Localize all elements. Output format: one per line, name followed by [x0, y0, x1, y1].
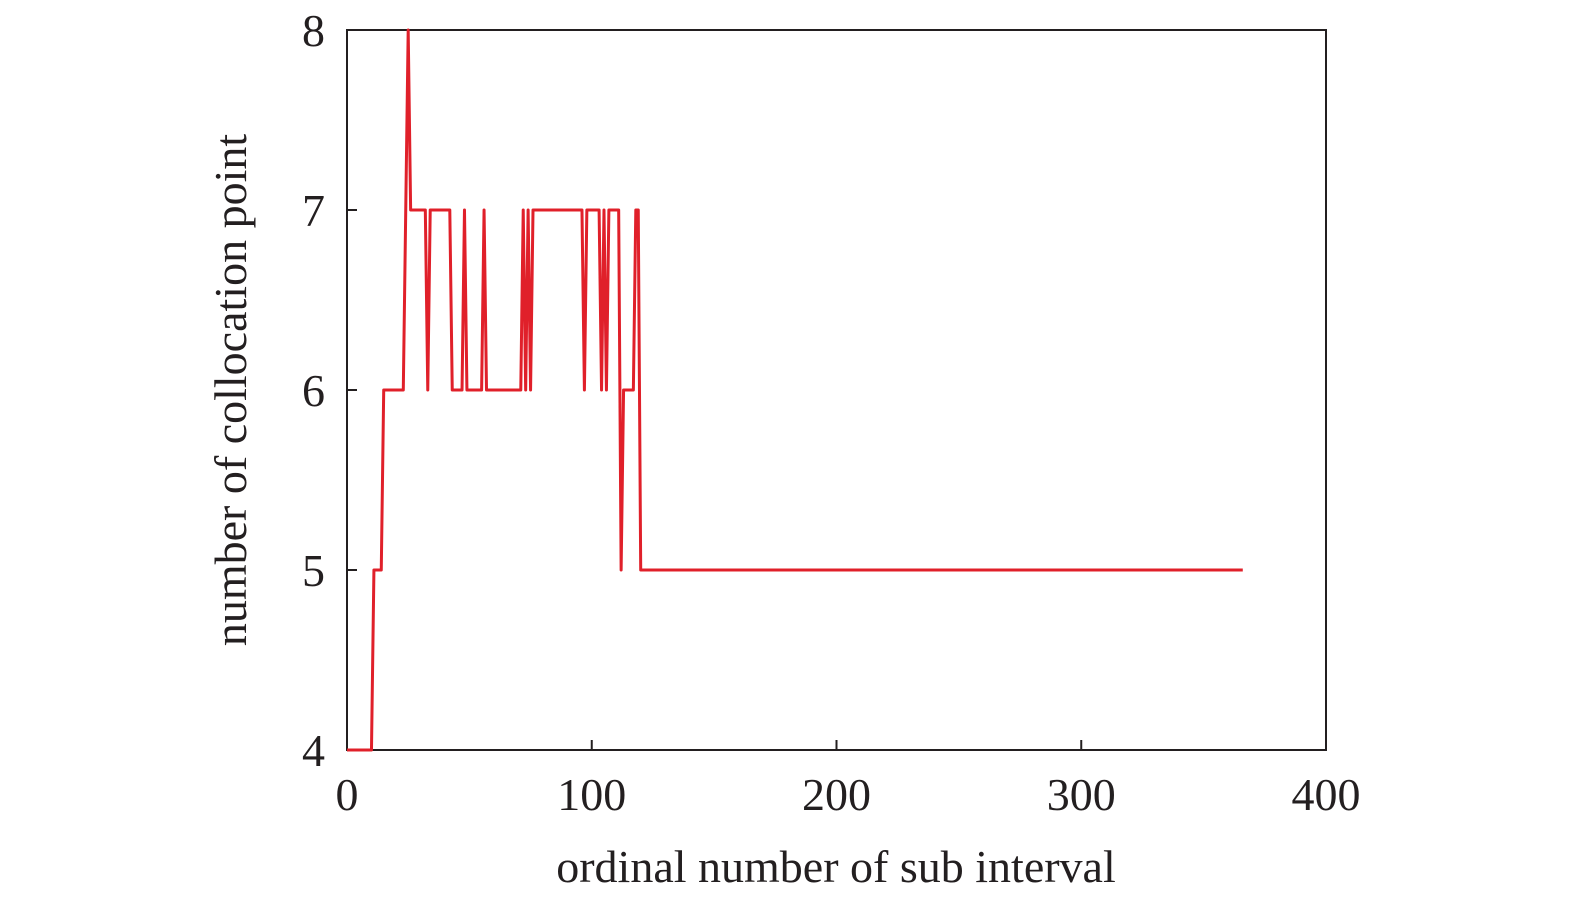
- data-line: [347, 28, 1243, 752]
- x-axis-label: ordinal number of sub interval: [556, 841, 1116, 892]
- y-tick-label: 8: [302, 5, 325, 56]
- x-tick-label: 0: [336, 769, 359, 820]
- y-tick-label: 6: [302, 365, 325, 416]
- x-tick-label: 400: [1292, 769, 1361, 820]
- y-tick-label: 4: [302, 725, 325, 776]
- x-tick-label: 300: [1047, 769, 1116, 820]
- y-axis-label: number of collocation point: [205, 134, 256, 646]
- x-tick-label: 100: [557, 769, 626, 820]
- x-tick-label: 200: [802, 769, 871, 820]
- y-tick-label: 7: [302, 185, 325, 236]
- y-tick-label: 5: [302, 545, 325, 596]
